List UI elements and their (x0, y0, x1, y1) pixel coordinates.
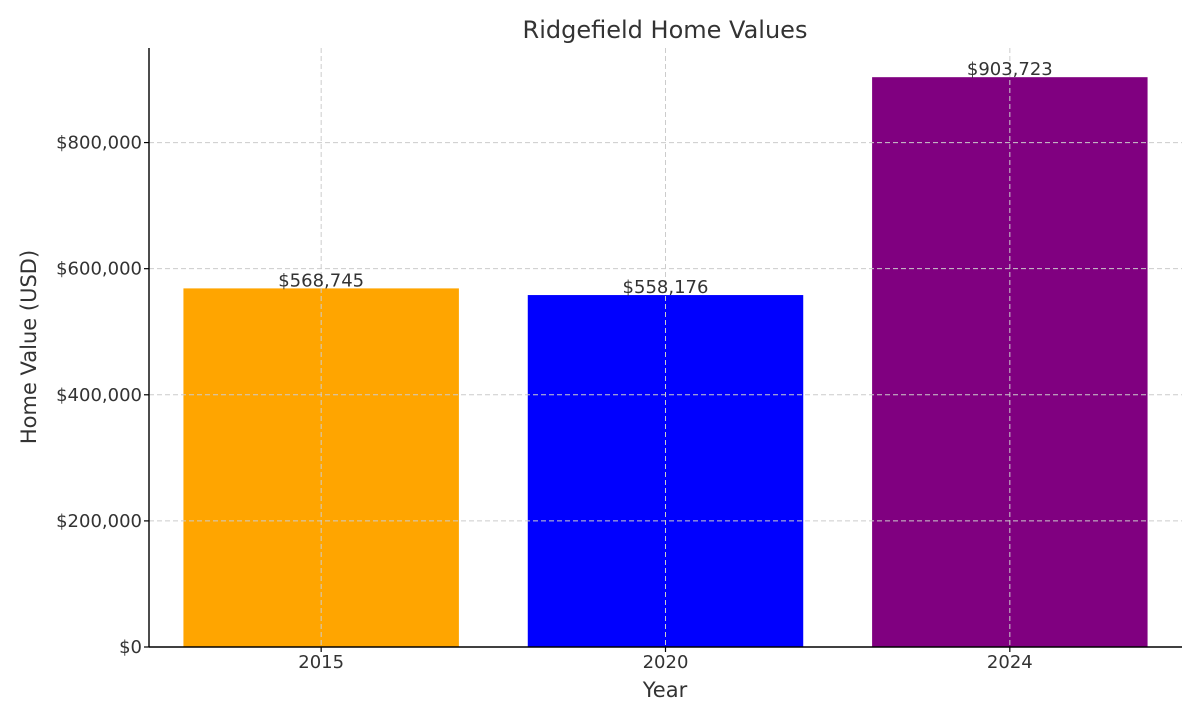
x-tick-label: 2020 (643, 652, 689, 673)
y-tick-label: $600,000 (56, 259, 142, 280)
data-label: $903,723 (967, 59, 1053, 80)
axes-layer (144, 48, 1182, 652)
x-tick-label: 2024 (987, 652, 1033, 673)
y-tick-label: $400,000 (56, 385, 142, 406)
labels-layer: $0 $200,000 $400,000 $600,000 $800,000 2015 20… (56, 59, 1053, 673)
y-tick-label: $0 (119, 637, 142, 658)
data-label: $558,176 (623, 277, 709, 298)
bars-layer (149, 48, 1182, 648)
x-axis-label: Year (642, 678, 688, 702)
data-label: $568,745 (278, 270, 364, 291)
x-tick-label: 2015 (298, 652, 344, 673)
y-axis-label: Home Value (USD) (17, 250, 41, 444)
y-tick-label: $200,000 (56, 511, 142, 532)
y-tick-label: $800,000 (56, 133, 142, 154)
chart-title: Ridgefield Home Values (523, 16, 808, 44)
